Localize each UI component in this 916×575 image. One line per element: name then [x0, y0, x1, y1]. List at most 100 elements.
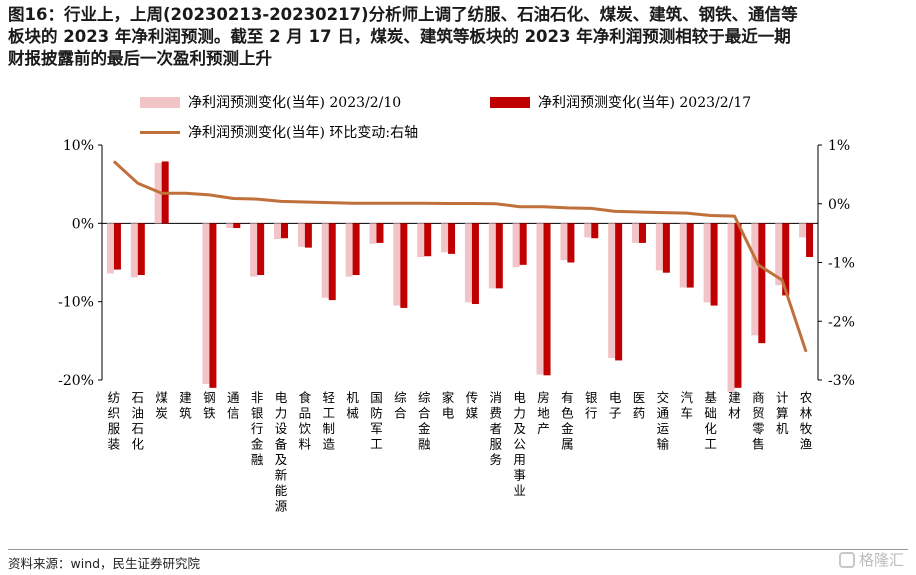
bar-series-2: [806, 223, 814, 258]
bar-series-1: [441, 223, 449, 253]
category-label: 农林牧渔: [800, 390, 813, 452]
bar-series-2: [758, 223, 766, 344]
category-label: 电子: [609, 390, 622, 421]
bar-series-1: [727, 223, 735, 392]
category-label: 非银行金融: [251, 390, 264, 467]
right-tick-label: 1%: [828, 138, 850, 154]
source-note: 资料来源：wind，民生证券研究院: [8, 556, 201, 571]
bar-series-1: [608, 223, 616, 359]
right-tick-label: -1%: [828, 256, 855, 272]
bar-series-1: [799, 223, 807, 238]
category-label: 电力设备及新能源: [275, 390, 288, 514]
category-label: 交通运输: [657, 390, 670, 452]
category-label: 钢铁: [203, 390, 216, 421]
bar-series-2: [376, 223, 384, 243]
bar-series-1: [632, 223, 639, 243]
footer-divider: [8, 549, 908, 550]
category-label: 机械: [346, 390, 359, 421]
bar-series-1: [751, 223, 759, 336]
bar-series-1: [417, 223, 425, 258]
bar-series-2: [400, 223, 408, 308]
category-label: 传媒: [466, 390, 479, 421]
bar-series-1: [393, 223, 401, 306]
category-label: 国防军工: [370, 390, 383, 452]
bar-series-1: [250, 223, 258, 277]
bar-series-2: [615, 223, 623, 361]
left-tick-label: -20%: [58, 373, 94, 389]
category-label: 银行: [585, 390, 598, 421]
right-tick-label: 0%: [828, 197, 850, 213]
bar-series-1: [560, 223, 568, 261]
category-label: 建材: [728, 390, 741, 421]
bar-series-1: [679, 223, 687, 288]
category-label: 石油石化: [132, 390, 145, 452]
category-label: 计算机: [776, 390, 789, 436]
bar-series-1: [321, 223, 329, 298]
left-tick-label: 10%: [63, 138, 94, 154]
category-label: 基础化工: [704, 390, 717, 452]
bar-series-2: [782, 223, 790, 296]
watermark-text: 格隆汇: [858, 551, 904, 569]
bar-series-1: [488, 223, 496, 289]
bar-series-1: [703, 223, 711, 303]
category-label: 煤炭: [155, 390, 168, 421]
bar-series-1: [512, 223, 520, 268]
category-label: 消费者服务: [490, 390, 503, 467]
bar-series-2: [233, 223, 241, 229]
bar-series-2: [495, 223, 503, 289]
bar-series-1: [202, 223, 210, 384]
bar-series-2: [257, 223, 265, 276]
bar-series-2: [591, 223, 599, 239]
category-label: 家电: [442, 390, 455, 421]
bar-series-2: [471, 223, 479, 305]
bar-series-2: [137, 223, 145, 276]
bar-series-1: [106, 223, 114, 274]
category-label: 纺织服装: [108, 390, 121, 452]
watermark-logo-icon: [838, 551, 855, 568]
category-label: 综合金融: [418, 390, 431, 452]
category-label: 有色金属: [561, 390, 574, 452]
chart-canvas: 10% 0% -10% -20% 1% 0% -1% -2% -3% 纺织服装石油石化煤炭建筑钢铁…: [58, 138, 855, 514]
right-tick-label: -2%: [828, 314, 855, 330]
bar-series-1: [584, 223, 592, 238]
category-label: 商贸零售: [752, 390, 765, 452]
bar-series-2: [543, 223, 551, 376]
bar-series-1: [369, 223, 377, 244]
bar-series-1: [274, 223, 281, 239]
bar-series-1: [345, 223, 353, 277]
bar-series-2: [734, 223, 742, 388]
title-line-1: 图16：行业上，上周(20230213-20230217)分析师上调了纺服、石油…: [8, 5, 798, 24]
bar-series-2: [448, 223, 456, 254]
bar-series-2: [662, 223, 670, 273]
title-line-3: 财报披露前的最后一次盈利预测上升: [8, 49, 272, 68]
bar-series-1: [226, 223, 234, 229]
bar-series-2: [567, 223, 575, 263]
bar-series-1: [655, 223, 663, 271]
chart-title: 图16：行业上，上周(20230213-20230217)分析师上调了纺服、石油…: [8, 4, 908, 70]
right-tick-label: -3%: [828, 373, 855, 389]
category-label: 综合: [394, 390, 407, 421]
category-label: 房地产: [537, 390, 550, 436]
bar-series-1: [297, 223, 305, 247]
category-label: 医药: [633, 390, 646, 421]
bar-series-2: [639, 223, 646, 243]
category-label: 汽车: [680, 390, 693, 421]
bar-series-1: [775, 223, 783, 286]
bar-series-2: [281, 223, 288, 239]
category-label: 通信: [227, 390, 240, 421]
bar-series-2: [424, 223, 432, 257]
bar-series-1: [130, 223, 138, 278]
bar-series-2: [304, 223, 312, 248]
category-label: 轻工制造: [322, 390, 335, 452]
category-label: 食品饮料: [299, 390, 312, 452]
category-label: 电力及公用事业: [513, 390, 526, 498]
bar-series-2: [328, 223, 336, 301]
bar-series-2: [113, 223, 121, 270]
left-tick-label: 0%: [72, 216, 94, 232]
title-line-2: 板块的 2023 年净利润预测。截至 2 月 17 日，煤炭、建筑等板块的 20…: [8, 27, 791, 46]
watermark: 格隆汇: [838, 549, 904, 570]
bar-series-1: [464, 223, 472, 303]
bar-series-2: [519, 223, 527, 265]
bar-series-2: [710, 223, 718, 306]
bar-series-2: [352, 223, 360, 276]
